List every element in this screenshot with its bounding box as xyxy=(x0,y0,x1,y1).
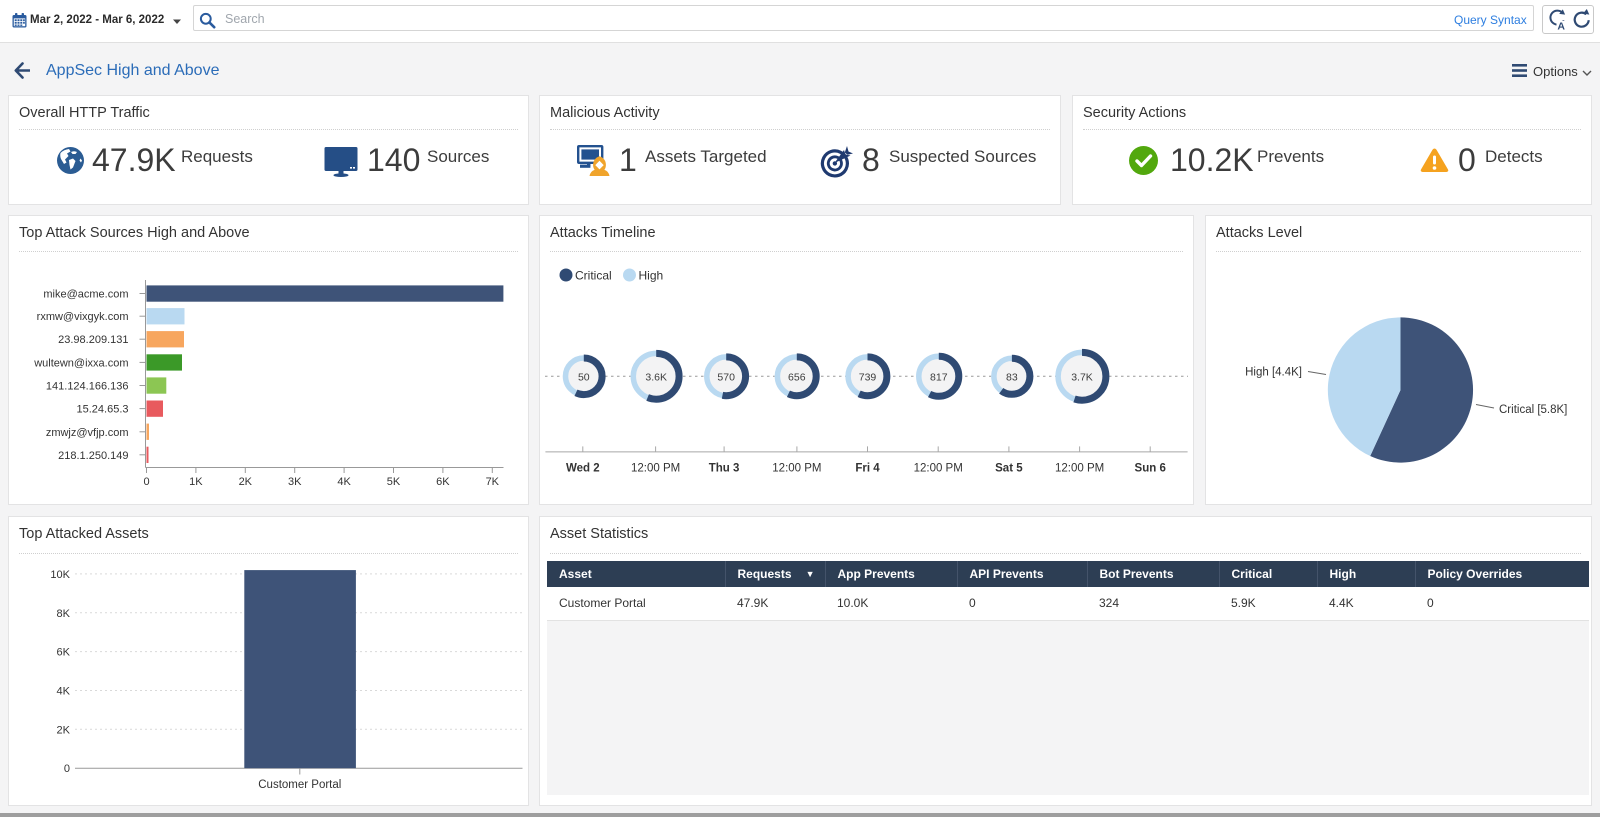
svg-text:High: High xyxy=(639,269,664,283)
svg-text:rxmw@vixgyk.com: rxmw@vixgyk.com xyxy=(37,311,129,323)
svg-text:Sun 6: Sun 6 xyxy=(1135,463,1166,475)
svg-text:4K: 4K xyxy=(57,686,71,698)
svg-text:10K: 10K xyxy=(50,569,70,581)
svg-text:12:00 PM: 12:00 PM xyxy=(772,463,821,475)
svg-text:zmwjz@vfjp.com: zmwjz@vfjp.com xyxy=(46,427,129,439)
svg-text:4K: 4K xyxy=(337,476,351,488)
svg-text:7K: 7K xyxy=(486,476,500,488)
svg-text:Sat 5: Sat 5 xyxy=(995,463,1023,475)
svg-text:3.6K: 3.6K xyxy=(645,371,667,383)
svg-text:83: 83 xyxy=(1006,371,1018,383)
svg-text:3.7K: 3.7K xyxy=(1071,371,1093,383)
svg-text:2K: 2K xyxy=(57,724,71,736)
svg-text:570: 570 xyxy=(717,371,735,383)
svg-text:656: 656 xyxy=(788,371,806,383)
svg-text:1K: 1K xyxy=(189,476,203,488)
svg-text:A: A xyxy=(1557,21,1565,31)
svg-text:Customer Portal: Customer Portal xyxy=(258,779,341,791)
svg-text:Fri 4: Fri 4 xyxy=(855,463,880,475)
svg-text:15.24.65.3: 15.24.65.3 xyxy=(77,404,129,416)
svg-text:12:00 PM: 12:00 PM xyxy=(631,463,680,475)
svg-text:8K: 8K xyxy=(57,608,71,620)
svg-text:mike@acme.com: mike@acme.com xyxy=(43,289,128,301)
svg-text:High [4.4K]: High [4.4K] xyxy=(1245,367,1302,379)
svg-text:3K: 3K xyxy=(288,476,302,488)
svg-text:141.124.166.136: 141.124.166.136 xyxy=(46,381,129,393)
svg-text:817: 817 xyxy=(930,371,948,383)
svg-text:12:00 PM: 12:00 PM xyxy=(1055,463,1104,475)
svg-text:5K: 5K xyxy=(387,476,401,488)
svg-text:Critical [5.8K]: Critical [5.8K] xyxy=(1499,404,1567,416)
svg-text:23.98.209.131: 23.98.209.131 xyxy=(58,334,128,346)
svg-text:12:00 PM: 12:00 PM xyxy=(914,463,963,475)
svg-text:Wed 2: Wed 2 xyxy=(566,463,600,475)
svg-text:6K: 6K xyxy=(436,476,450,488)
svg-text:218.1.250.149: 218.1.250.149 xyxy=(58,450,128,462)
svg-text:0: 0 xyxy=(143,476,149,488)
svg-text:0: 0 xyxy=(64,763,70,775)
svg-text:Thu 3: Thu 3 xyxy=(709,463,740,475)
svg-text:739: 739 xyxy=(859,371,877,383)
svg-text:wultewn@ixxa.com: wultewn@ixxa.com xyxy=(33,357,128,369)
svg-text:50: 50 xyxy=(578,371,590,383)
svg-text:2K: 2K xyxy=(239,476,253,488)
svg-text:6K: 6K xyxy=(57,647,71,659)
svg-text:Critical: Critical xyxy=(575,269,612,283)
